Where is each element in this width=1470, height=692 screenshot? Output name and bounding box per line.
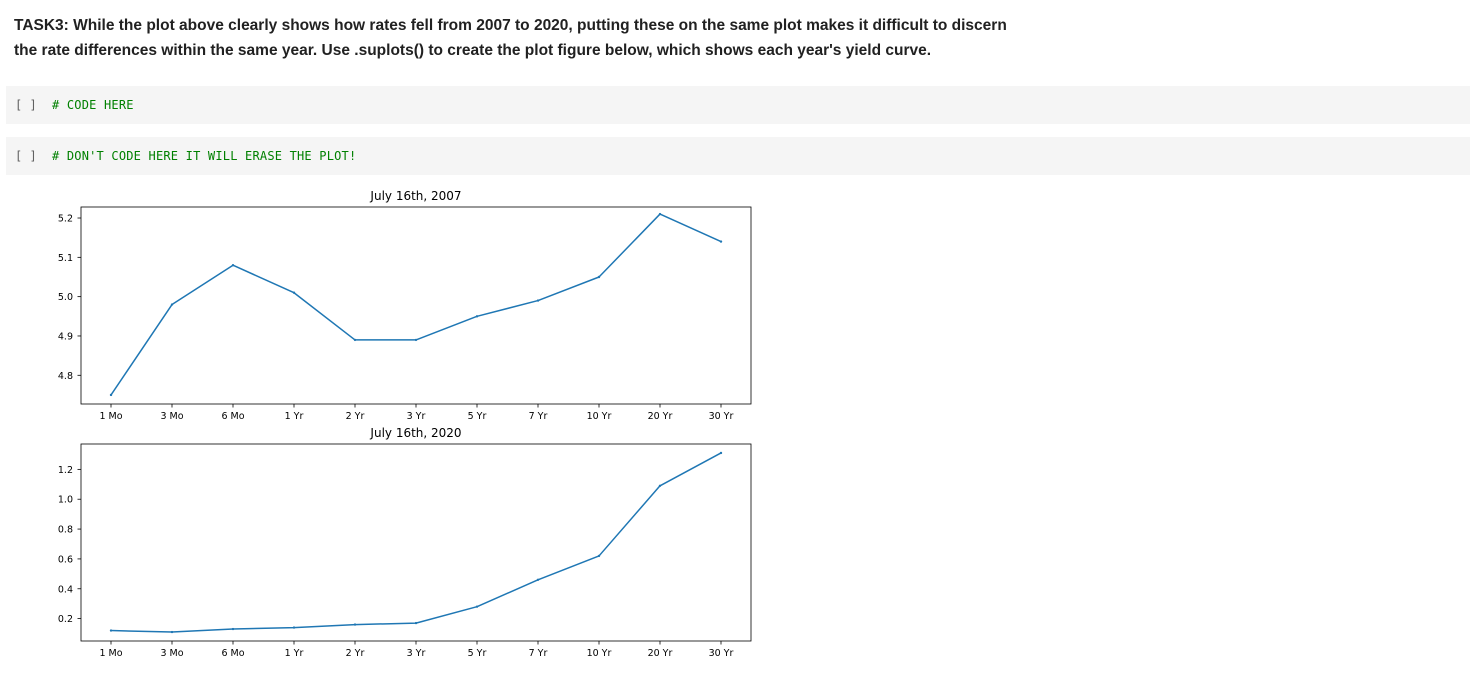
code-comment[interactable]: # CODE HERE [52, 98, 134, 112]
data-point [658, 484, 662, 487]
data-point [353, 623, 357, 626]
x-tick-label: 1 Mo [99, 648, 122, 659]
axes-frame [80, 443, 752, 642]
data-point [109, 629, 113, 632]
y-tick-label: 5.0 [58, 292, 73, 303]
x-tick-label: 2 Yr [346, 648, 365, 659]
x-tick-label: 5 Yr [468, 648, 487, 659]
y-tick-label: 0.8 [58, 525, 73, 536]
data-point [231, 627, 235, 631]
data-point [353, 338, 357, 342]
data-point [231, 263, 235, 267]
run-cell-button[interactable]: [ ] [15, 149, 37, 163]
y-tick-label: 0.4 [58, 584, 73, 595]
y-tick-label: 1.0 [58, 495, 73, 506]
series-line [110, 452, 722, 633]
x-tick-label: 10 Yr [587, 411, 612, 422]
data-point [719, 451, 723, 455]
subplots-figure: July 16th, 2007 1 Mo 3 Mo 6 Mo 1 Yr 2 Yr 3 Yr 5… [58, 189, 752, 659]
subplot-2: July 16th, 2020 1 Mo 3 Mo 6 Mo 1 Yr 2 Yr 3 Yr 5… [58, 426, 752, 659]
y-tick-label: 1.2 [58, 465, 73, 476]
run-cell-button[interactable]: [ ] [15, 98, 37, 112]
y-tick-label: 5.2 [58, 214, 73, 225]
x-tick-label: 1 Mo [99, 411, 122, 422]
x-tick-label: 1 Yr [285, 411, 304, 422]
data-point [170, 303, 174, 306]
code-cell-1[interactable]: [ ] # CODE HERE [6, 86, 1470, 124]
x-tick-label: 3 Mo [160, 648, 183, 659]
data-point [658, 212, 662, 216]
data-point [536, 299, 540, 302]
data-point [475, 315, 479, 318]
x-tick-label: 3 Mo [160, 411, 183, 422]
data-point [597, 275, 601, 279]
subplot-title: July 16th, 2020 [369, 426, 461, 440]
x-tick-label: 20 Yr [648, 648, 673, 659]
data-point [292, 291, 296, 294]
data-point [475, 605, 479, 608]
x-tick-label: 5 Yr [468, 411, 487, 422]
x-tick-label: 10 Yr [587, 648, 612, 659]
subplot-title: July 16th, 2007 [369, 189, 461, 203]
data-point [414, 338, 418, 342]
x-tick-label: 6 Mo [221, 648, 244, 659]
task-description: TASK3: While the plot above clearly show… [14, 17, 1007, 59]
data-point [109, 393, 113, 397]
subplot-1: July 16th, 2007 1 Mo 3 Mo 6 Mo 1 Yr 2 Yr 3 Yr 5… [58, 189, 752, 422]
data-point [170, 630, 174, 634]
x-tick-label: 1 Yr [285, 648, 304, 659]
x-tick-label: 3 Yr [407, 648, 426, 659]
y-tick-label: 0.2 [58, 614, 73, 625]
x-tick-label: 30 Yr [709, 411, 734, 422]
series-line [110, 213, 722, 396]
axes-frame [80, 206, 752, 405]
x-tick-label: 7 Yr [529, 411, 548, 422]
data-point [414, 621, 418, 625]
data-point [536, 578, 540, 582]
code-cell-2[interactable]: [ ] # DON'T CODE HERE IT WILL ERASE THE … [6, 137, 1470, 175]
y-tick-label: 0.6 [58, 554, 73, 565]
x-tick-label: 3 Yr [407, 411, 426, 422]
x-tick-label: 7 Yr [529, 648, 548, 659]
data-point [292, 626, 296, 629]
y-tick-label: 5.1 [58, 253, 73, 264]
data-point [719, 240, 723, 243]
y-tick-label: 4.9 [58, 331, 73, 342]
x-tick-label: 30 Yr [709, 648, 734, 659]
x-tick-label: 6 Mo [221, 411, 244, 422]
x-tick-label: 20 Yr [648, 411, 673, 422]
x-tick-label: 2 Yr [346, 411, 365, 422]
code-comment[interactable]: # DON'T CODE HERE IT WILL ERASE THE PLOT… [52, 149, 357, 163]
data-point [597, 554, 601, 558]
y-tick-label: 4.8 [58, 371, 73, 382]
